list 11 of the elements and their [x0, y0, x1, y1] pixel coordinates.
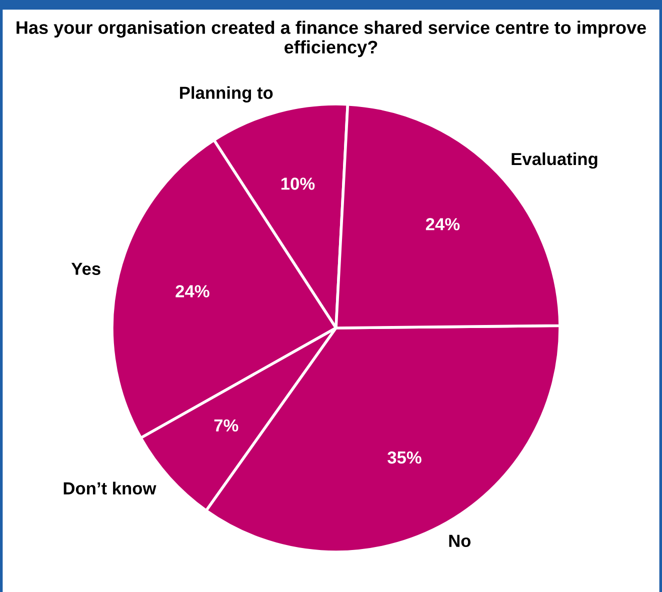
slice-label: No	[449, 534, 471, 548]
data-label: 24%	[426, 218, 460, 230]
slice-label: Yes	[71, 262, 100, 275]
slice-label: Evaluating	[512, 152, 598, 169]
data-label: 24%	[176, 285, 210, 298]
slice-label: Don’t know	[64, 482, 156, 495]
data-label: 35%	[388, 451, 422, 464]
slice-label: Planning to	[180, 86, 273, 102]
data-label: 10%	[281, 178, 315, 190]
data-label: 7%	[214, 419, 238, 432]
chart-title: Has your organisation created a finance shared service centre to improve efficiency?	[16, 20, 646, 58]
